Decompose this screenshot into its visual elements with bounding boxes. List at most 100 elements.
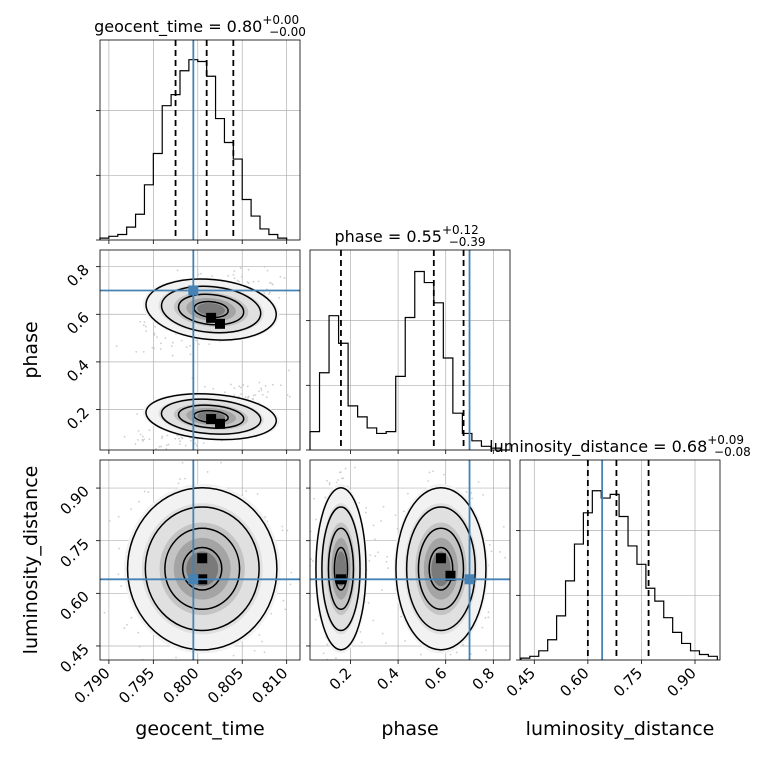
luminosity_distance_vs_phase-point — [328, 483, 331, 486]
luminosity_distance_vs_phase-point — [325, 665, 327, 667]
luminosity_distance_vs_phase-point — [484, 616, 487, 619]
phase_vs_geocent_time-point — [137, 430, 140, 432]
luminosity_distance_vs_geocent_time-data — [103, 461, 300, 660]
luminosity_distance_marginal-title: luminosity_distance = 0.68+0.09 −0.08 — [489, 433, 751, 459]
phase_vs_geocent_time-point — [182, 451, 184, 453]
phase_vs_geocent_time-point — [265, 396, 268, 398]
phase_vs_geocent_time-point — [176, 269, 179, 272]
luminosity_distance_vs_phase-point — [406, 492, 409, 495]
phase_vs_geocent_time-point — [141, 435, 144, 438]
phase_vs_geocent_time-point — [230, 383, 232, 386]
luminosity_distance_vs_phase-point — [364, 511, 367, 514]
phase_vs_geocent_time-point — [233, 387, 236, 390]
luminosity_distance_vs_geocent_time-xtick-label: 0.790 — [71, 664, 114, 707]
luminosity_distance_vs_phase-point — [328, 482, 331, 484]
luminosity_distance_vs_phase-point — [308, 570, 310, 572]
luminosity_distance_vs_geocent_time-point — [264, 516, 267, 518]
phase_vs_geocent_time-data — [115, 265, 303, 453]
phase_vs_geocent_time-peak — [206, 312, 217, 323]
luminosity_distance_vs_geocent_time-xtick-label: 0.810 — [248, 664, 291, 707]
phase_vs_geocent_time-point — [202, 442, 205, 444]
luminosity_distance_vs_phase-point — [502, 525, 505, 528]
phase_vs_geocent_time-point — [260, 389, 263, 392]
phase_vs_geocent_time-point — [137, 439, 139, 441]
luminosity_distance_vs_phase-point — [360, 641, 363, 644]
luminosity_distance_vs_phase-point — [322, 669, 324, 671]
phase_vs_geocent_time-point — [148, 438, 151, 441]
luminosity_distance_vs_phase-point — [335, 657, 337, 660]
y-axis-label-phase: phase — [20, 321, 42, 378]
luminosity_distance_vs_geocent_time-point — [177, 482, 180, 485]
phase_vs_geocent_time-point — [145, 330, 148, 333]
luminosity_distance_vs_phase-point — [351, 686, 353, 688]
luminosity_distance_vs_phase-point — [404, 640, 407, 642]
luminosity_distance_vs_phase-xtick-label: 0.2 — [326, 664, 356, 694]
luminosity_distance_vs_phase-point — [322, 652, 325, 655]
luminosity_distance_vs_phase-frame — [309, 459, 511, 661]
luminosity_distance_vs_geocent_time-point — [130, 508, 132, 510]
luminosity_distance_vs_phase-point — [396, 527, 399, 530]
phase_vs_geocent_time-point — [239, 267, 242, 269]
luminosity_distance_vs_geocent_time-point — [117, 515, 120, 518]
luminosity_distance_vs_phase-truth-marker — [464, 574, 475, 585]
luminosity_distance_vs_geocent_time-xtick-label: 0.800 — [160, 664, 203, 707]
phase_vs_geocent_time-point — [263, 265, 266, 268]
phase_vs_geocent_time-point — [264, 385, 267, 387]
phase_vs_geocent_time-point — [279, 384, 282, 387]
luminosity_distance_vs_geocent_time-point — [206, 471, 209, 473]
phase_vs_geocent_time-point — [232, 273, 235, 276]
phase_vs_geocent_time-point — [156, 336, 159, 338]
luminosity_distance_vs_phase-point — [342, 477, 345, 480]
phase_vs_geocent_time-point — [267, 391, 269, 393]
luminosity_distance_vs_phase-xtick-label: 0.6 — [421, 664, 451, 694]
phase_vs_geocent_time-point — [139, 433, 142, 436]
luminosity_distance_vs_geocent_time-contour — [181, 546, 223, 591]
luminosity_distance_vs_geocent_time-ytick-label: 0.60 — [56, 587, 92, 623]
luminosity_distance_vs_phase-point — [488, 543, 491, 546]
luminosity_distance_vs_phase-contour — [417, 527, 465, 611]
phase_vs_geocent_time-point — [194, 442, 197, 445]
luminosity_distance_vs_phase-point — [358, 501, 361, 504]
luminosity_distance_vs_phase-point — [499, 551, 501, 553]
luminosity_distance_vs_geocent_time-point — [263, 651, 266, 654]
luminosity_distance_vs_geocent_time-point — [232, 654, 235, 657]
luminosity_distance_vs_phase-point — [367, 602, 370, 604]
luminosity_distance_marginal-xtick-label: 0.60 — [556, 664, 592, 700]
phase_vs_geocent_time-point — [236, 279, 239, 282]
phase_vs_geocent_time-point — [195, 339, 198, 342]
luminosity_distance_vs_geocent_time-frame — [99, 459, 301, 661]
phase_vs_geocent_time-point — [174, 437, 177, 440]
luminosity_distance_vs_phase-point — [386, 555, 389, 558]
luminosity_distance_vs_geocent_time-point — [117, 573, 120, 576]
luminosity_distance_vs_phase-point — [403, 510, 405, 513]
phase_vs_geocent_time-point — [301, 273, 303, 275]
luminosity_distance_vs_geocent_time-contour — [126, 486, 278, 651]
phase_vs_geocent_time-point — [123, 435, 126, 438]
luminosity_distance_vs_geocent_time-point — [258, 634, 261, 636]
luminosity_distance_vs_phase-point — [311, 560, 314, 562]
luminosity_distance_vs_phase-point — [381, 589, 384, 591]
luminosity_distance_vs_phase-point — [400, 615, 402, 618]
phase_vs_geocent_time-point — [153, 334, 156, 336]
luminosity_distance_vs_phase-point — [377, 551, 379, 554]
phase_vs_geocent_time-point — [155, 447, 157, 450]
luminosity_distance_vs_phase-xtick-label: 0.8 — [469, 664, 499, 694]
phase_vs_geocent_time-density — [197, 302, 226, 317]
phase_vs_geocent_time-point — [153, 332, 156, 335]
phase_vs_geocent_time-point — [170, 345, 173, 347]
phase_vs_geocent_time-ytick-label: 0.2 — [63, 404, 93, 434]
luminosity_distance_vs_geocent_time-point — [143, 490, 146, 493]
phase_vs_geocent_time-contour — [177, 404, 245, 429]
phase_vs_geocent_time-point — [247, 282, 250, 285]
luminosity_distance_vs_geocent_time-point — [253, 649, 256, 652]
luminosity_distance_vs_geocent_time-point — [261, 640, 263, 643]
luminosity_distance_vs_geocent_time-point — [108, 519, 111, 522]
phase_vs_geocent_time-point — [260, 387, 263, 390]
phase_marginal-frame — [309, 249, 511, 451]
luminosity_distance_vs_geocent_time-point — [126, 623, 128, 626]
phase_vs_geocent_time-point — [224, 391, 226, 394]
phase_vs_geocent_time-contour — [160, 285, 262, 334]
phase_vs_geocent_time-point — [153, 347, 155, 350]
phase_vs_geocent_time-point — [261, 393, 264, 396]
luminosity_distance_vs_phase-peak — [435, 553, 446, 564]
